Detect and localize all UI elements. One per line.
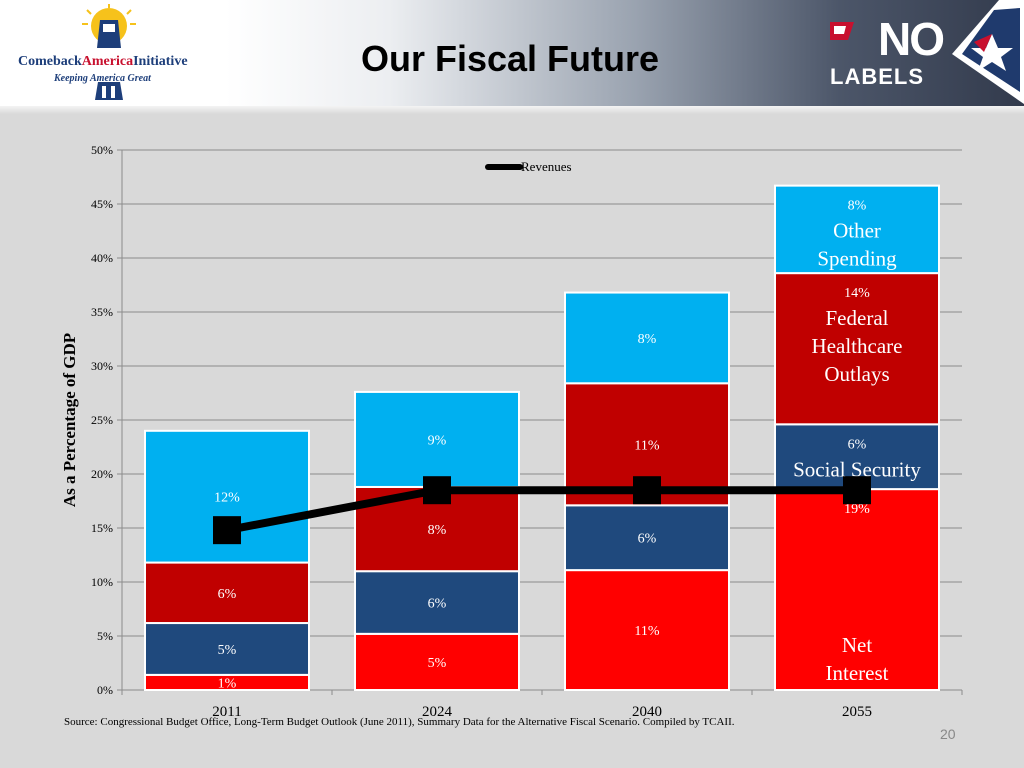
bar-segment-net_interest <box>564 569 730 691</box>
logo-wordmark: ComebackAmericaInitiative <box>18 54 204 70</box>
annotation-federal_healthcare: Healthcare <box>812 334 903 358</box>
revenues-marker <box>843 476 871 505</box>
data-label-net_interest: 1% <box>218 676 237 691</box>
data-label-social_security: 6% <box>848 437 867 452</box>
slide-header <box>0 0 1024 106</box>
revenues-marker <box>633 476 661 505</box>
logo-word-3: Initiative <box>133 54 188 69</box>
revenues-line <box>226 486 857 535</box>
y-tick-label: 35% <box>91 305 113 319</box>
y-tick-label: 15% <box>91 521 113 535</box>
bar-segment-federal_healthcare <box>144 561 310 625</box>
y-tick-label: 45% <box>91 197 113 211</box>
star-shield-icon <box>830 0 1024 104</box>
bar-segment-social_security <box>144 622 310 676</box>
data-label-social_security: 5% <box>218 643 237 658</box>
y-tick-label: 0% <box>97 683 113 697</box>
header-divider <box>0 106 1024 114</box>
x-tick-label: 2040 <box>632 704 662 720</box>
data-label-federal_healthcare: 14% <box>844 286 870 301</box>
y-tick-label: 50% <box>91 143 113 157</box>
revenues-marker <box>423 476 451 505</box>
bar-segment-social_security <box>564 504 730 572</box>
legend-label: Revenues <box>521 159 572 174</box>
logo-word-2: America <box>81 54 134 69</box>
data-label-net_interest: 11% <box>634 624 659 639</box>
x-tick-label: 2024 <box>422 704 453 720</box>
y-tick-label: 30% <box>91 359 113 373</box>
comeback-america-initiative-logo: ComebackAmericaInitiative Keeping Americ… <box>14 4 204 102</box>
y-tick-label: 40% <box>91 251 113 265</box>
data-label-other_spending: 9% <box>428 433 447 448</box>
annotation-net_interest: Net <box>842 633 872 657</box>
data-label-net_interest: 19% <box>844 502 870 517</box>
data-label-other_spending: 8% <box>638 332 657 347</box>
data-label-social_security: 6% <box>428 597 447 612</box>
annotation-other_spending: Spending <box>817 247 897 271</box>
bar-segment-other_spending <box>564 291 730 385</box>
data-label-federal_healthcare: 11% <box>634 438 659 453</box>
y-axis-title: As a Percentage of GDP <box>60 333 79 507</box>
bar-segment-other_spending <box>774 184 940 275</box>
revenues-marker <box>213 516 241 545</box>
x-tick-label: 2011 <box>212 704 241 720</box>
logo-tagline: Keeping America Great <box>54 73 151 84</box>
annotation-federal_healthcare: Federal <box>826 306 889 330</box>
data-label-net_interest: 5% <box>428 656 447 671</box>
x-tick-label: 2055 <box>842 704 872 720</box>
no-labels-logo: NO LABELS <box>824 0 1024 104</box>
y-tick-label: 25% <box>91 413 113 427</box>
bar-segment-other_spending <box>354 390 520 488</box>
data-label-other_spending: 12% <box>214 491 240 506</box>
annotation-other_spending: Other <box>833 219 881 243</box>
bar-segment-net_interest <box>354 632 520 692</box>
y-tick-label: 5% <box>97 629 113 643</box>
source-note: Source: Congressional Budget Office, Lon… <box>64 716 735 728</box>
y-tick-label: 10% <box>91 575 113 589</box>
annotation-federal_healthcare: Outlays <box>824 362 889 386</box>
data-label-social_security: 6% <box>638 532 657 547</box>
data-label-federal_healthcare: 6% <box>218 587 237 602</box>
annotation-net_interest: Interest <box>826 661 889 685</box>
y-tick-label: 20% <box>91 467 113 481</box>
lighthouse-icon <box>82 4 136 100</box>
bar-segment-net_interest <box>774 488 940 691</box>
data-label-federal_healthcare: 8% <box>428 523 447 538</box>
no-labels-logo-bottom: LABELS <box>830 64 924 89</box>
logo-word-1: Comeback <box>18 54 82 69</box>
no-labels-logo-top: NO <box>878 13 945 65</box>
slide-title: Our Fiscal Future <box>360 38 660 79</box>
page-number: 20 <box>940 726 956 742</box>
data-label-other_spending: 8% <box>848 199 867 214</box>
